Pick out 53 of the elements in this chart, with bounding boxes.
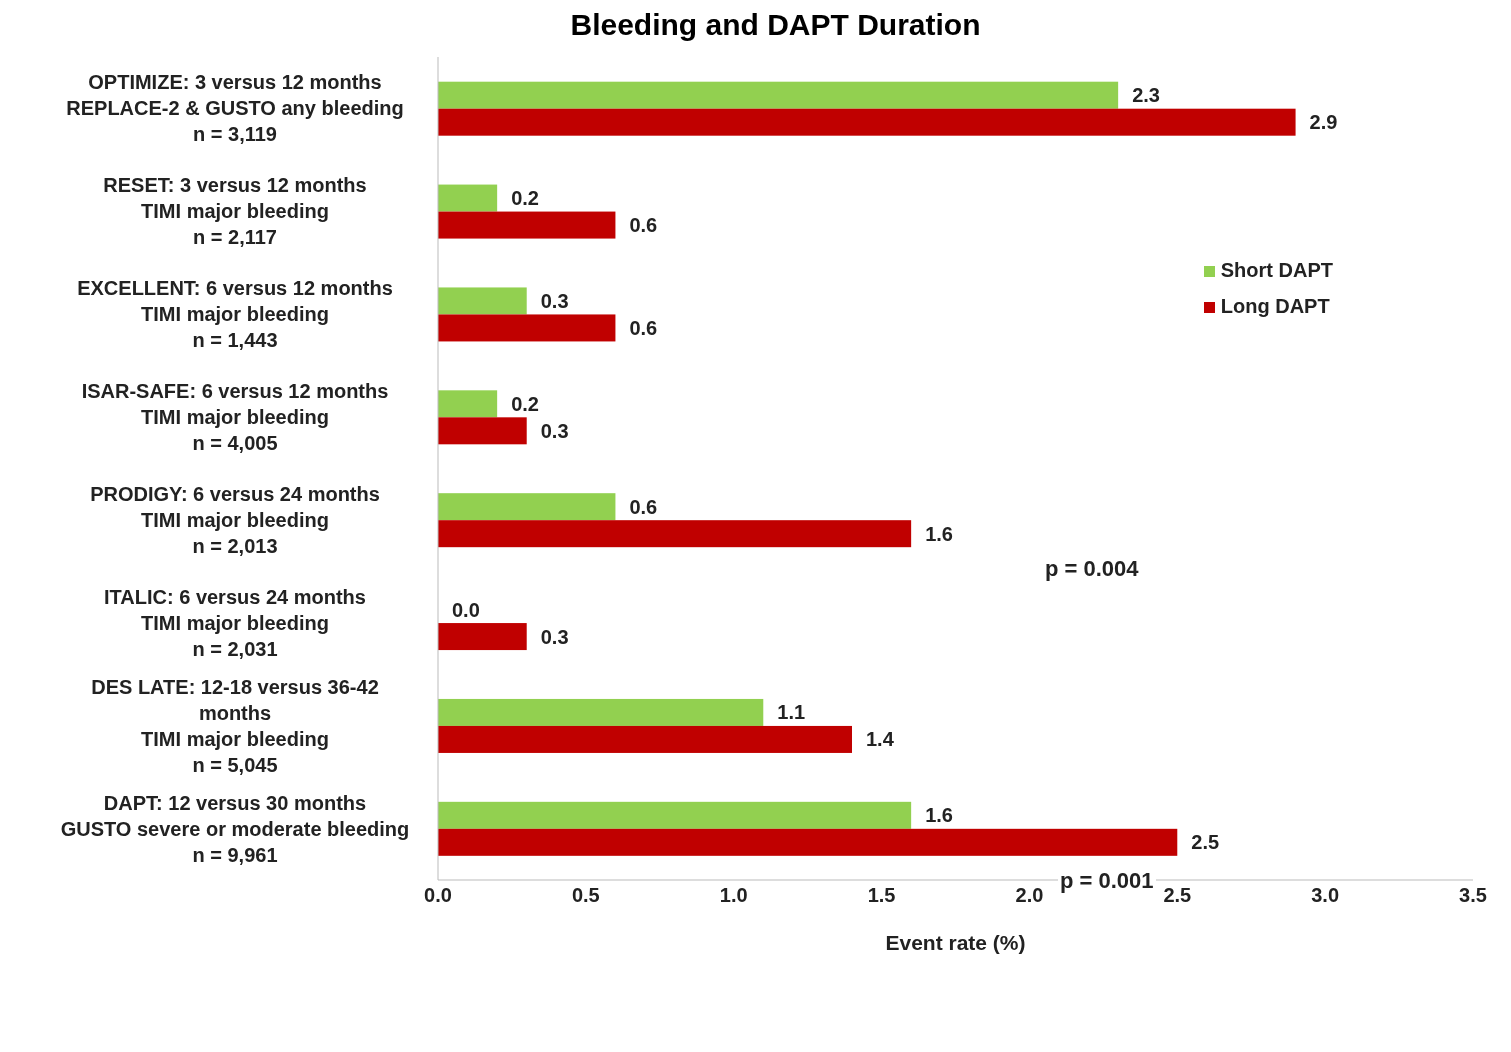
y-tick-label: DAPT: 12 versus 30 months GUSTO severe or moderate bleeding n = 9,961	[60, 791, 410, 866]
x-tick-label: 0.5	[571, 884, 600, 907]
bar	[438, 417, 527, 445]
data-label: 2.9	[1309, 111, 1338, 134]
bar	[438, 493, 616, 521]
x-tick-label: 2.5	[1163, 884, 1192, 907]
legend-label: Long DAPT	[1219, 294, 1331, 319]
bar	[438, 698, 764, 726]
x-tick-label: 0.0	[424, 884, 452, 907]
data-label: 1.6	[925, 804, 953, 827]
bar	[438, 211, 616, 239]
data-label: 0.3	[540, 289, 569, 312]
data-label: 0.2	[511, 187, 539, 210]
data-label: 2.5	[1191, 831, 1220, 854]
x-tick-label: 3.0	[1311, 884, 1340, 907]
bar	[438, 108, 1296, 136]
data-label: 0.6	[629, 316, 658, 339]
x-tick-label: 3.5	[1459, 884, 1487, 907]
data-label: 0.6	[629, 214, 658, 237]
y-tick-label: DES LATE: 12-18 versus 36-42 months TIMI major bleeding n = 5,045	[91, 675, 379, 776]
y-tick-label: ITALIC: 6 versus 24 months TIMI major bleeding n = 2,031	[104, 585, 366, 660]
data-label: 0.6	[629, 495, 658, 518]
bar	[438, 520, 912, 548]
data-label: 1.1	[777, 701, 806, 724]
y-tick-label: PRODIGY: 6 versus 24 months TIMI major bleeding n = 2,013	[90, 482, 380, 557]
bar	[438, 623, 527, 651]
y-tick-label: EXCELLENT: 6 versus 12 months TIMI major bleeding n = 1,443	[77, 277, 393, 352]
bar	[438, 287, 527, 315]
data-label: 0.3	[540, 419, 569, 442]
data-label: 0.3	[540, 625, 569, 648]
data-label: 1.6	[925, 522, 953, 545]
annotation: p = 0.001	[1058, 868, 1156, 894]
data-label: 0.2	[511, 392, 539, 415]
y-tick-label: ISAR-SAFE: 6 versus 12 months TIMI major bleeding n = 4,005	[81, 380, 389, 455]
annotation: p = 0.004	[1043, 556, 1141, 582]
bar	[438, 801, 912, 829]
x-tick-label: 2.0	[1015, 884, 1044, 907]
bar	[438, 184, 498, 212]
chart-title: Bleeding and DAPT Duration	[569, 8, 982, 43]
y-tick-label: OPTIMIZE: 3 versus 12 months REPLACE-2 & GUSTO any bleeding n = 3,119	[66, 71, 404, 146]
x-tick-label: 1.5	[867, 884, 896, 907]
bar	[438, 828, 1178, 856]
data-label: 1.4	[866, 728, 895, 751]
bar	[438, 81, 1119, 109]
bar	[438, 390, 498, 418]
bar	[438, 314, 616, 342]
data-label: 0.0	[452, 598, 480, 621]
legend-label: Short DAPT	[1219, 258, 1333, 283]
y-tick-label: RESET: 3 versus 12 months TIMI major bleeding n = 2,117	[103, 174, 367, 249]
data-label: 2.3	[1132, 84, 1160, 107]
x-axis-title: Event rate (%)	[885, 931, 1026, 954]
x-tick-label: 1.0	[719, 884, 748, 907]
bar	[438, 725, 852, 753]
